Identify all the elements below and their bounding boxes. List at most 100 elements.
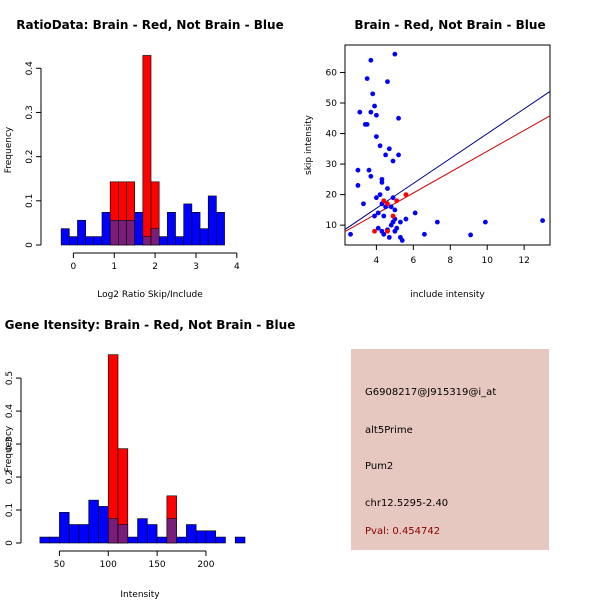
genomic-location: chr12.5295-2.40 bbox=[365, 498, 449, 509]
gene-bar-not-brain bbox=[59, 512, 70, 544]
scatter-y-tick-label: 50 bbox=[326, 99, 338, 109]
ratio-bar-not-brain bbox=[183, 203, 193, 246]
ratio-y-tick-label: 0.1 bbox=[25, 194, 35, 208]
gene-bar-not-brain bbox=[68, 524, 80, 544]
gene-y-tick-label: 0.4 bbox=[5, 404, 15, 419]
gene-y-tick-label: 0.2 bbox=[5, 470, 15, 484]
scatter-point-not-brain bbox=[403, 216, 409, 222]
ratio-bar-not-brain bbox=[207, 195, 217, 246]
scatter-point-not-brain bbox=[386, 146, 392, 152]
scatter-point-not-brain bbox=[373, 195, 379, 201]
scatter-point-not-brain bbox=[388, 222, 394, 228]
ratio-y-tick-label: 0.4 bbox=[25, 61, 35, 76]
scatter-point-not-brain bbox=[388, 204, 394, 210]
scatter-point-brain bbox=[385, 201, 390, 207]
gene-bar-not-brain bbox=[88, 499, 99, 544]
scatter-point-brain bbox=[394, 198, 400, 204]
scatter-point-not-brain bbox=[368, 57, 374, 63]
scatter-point-not-brain bbox=[375, 225, 381, 231]
scatter-point-not-brain bbox=[390, 195, 396, 201]
ratio-bar-not-brain bbox=[134, 212, 144, 246]
scatter-point-not-brain bbox=[434, 219, 440, 225]
ratio-x-tick-label: 0 bbox=[71, 262, 77, 272]
gene-y-tick-label: 0.3 bbox=[5, 437, 15, 451]
scatter-point-not-brain bbox=[386, 234, 392, 240]
gene-bar-not-brain bbox=[39, 536, 50, 544]
ratio-title: RatioData: Brain - Red, Not Brain - Blue bbox=[16, 18, 283, 32]
scatter-point-not-brain bbox=[468, 232, 473, 238]
info-panel: G6908217@J915319@i_at alt5Prime Pum2 chr… bbox=[351, 349, 549, 550]
scatter-point-not-brain bbox=[357, 109, 363, 115]
scatter-point-not-brain bbox=[377, 192, 383, 198]
scatter-point-not-brain bbox=[385, 79, 390, 85]
scatter-point-not-brain bbox=[373, 134, 379, 140]
gene-bar-not-brain bbox=[78, 524, 90, 544]
scatter-point-not-brain bbox=[396, 115, 401, 121]
scatter-point-brain bbox=[381, 198, 387, 204]
scatter-point-not-brain bbox=[385, 186, 390, 191]
scatter-point-not-brain bbox=[377, 143, 383, 149]
scatter-point-not-brain bbox=[398, 219, 403, 225]
ratio-bar-not-brain bbox=[167, 212, 176, 246]
scatter-point-brain bbox=[390, 213, 396, 219]
scatter-frame bbox=[344, 44, 551, 246]
ratio-bar-not-brain bbox=[199, 228, 209, 246]
gene-name: Pum2 bbox=[365, 461, 394, 472]
gene-bar-not-brain bbox=[176, 536, 187, 544]
ratio-x-label: Log2 Ratio Skip/Include bbox=[97, 290, 203, 300]
scatter-point-not-brain bbox=[399, 238, 405, 243]
scatter-point-not-brain bbox=[368, 173, 374, 179]
ratio-y-label: Frequency bbox=[4, 126, 14, 173]
gene-bar-brain bbox=[107, 354, 119, 544]
event-type: alt5Prime bbox=[365, 425, 413, 436]
scatter-y-tick-label: 20 bbox=[326, 191, 338, 201]
scatter-y-tick-label: 60 bbox=[326, 68, 338, 78]
scatter-point-not-brain bbox=[348, 231, 353, 237]
gene-bar-not-brain bbox=[127, 536, 138, 544]
scatter-x-tick-label: 8 bbox=[447, 256, 453, 266]
scatter-y-label: skip intensity bbox=[304, 114, 314, 175]
scatter-point-not-brain bbox=[396, 152, 401, 158]
ratio-bar-not-brain bbox=[191, 212, 201, 246]
scatter-point-not-brain bbox=[375, 210, 381, 216]
scatter-point-not-brain bbox=[370, 91, 376, 97]
gene-bar-overlap bbox=[107, 518, 119, 544]
ratio-bar-not-brain bbox=[69, 236, 78, 246]
ratio-bar-overlap bbox=[118, 219, 127, 246]
ratio-x-tick-label: 2 bbox=[152, 262, 158, 272]
gene-y-tick-label: 0.1 bbox=[5, 503, 15, 517]
scatter-point-not-brain bbox=[392, 51, 398, 57]
gene-bar-not-brain bbox=[98, 506, 109, 544]
ratio-bar-not-brain bbox=[101, 212, 111, 246]
scatter-point-not-brain bbox=[361, 201, 366, 207]
scatter-point-not-brain bbox=[355, 183, 361, 188]
scatter-point-not-brain bbox=[379, 180, 385, 185]
scatter-point-not-brain bbox=[381, 231, 387, 237]
gene-y-tick-label: 0 bbox=[5, 540, 15, 546]
scatter-point-not-brain bbox=[372, 103, 377, 109]
scatter-y-tick-label: 30 bbox=[326, 160, 338, 170]
ratio-bar-overlap bbox=[109, 219, 119, 246]
gene-bar-not-brain bbox=[215, 536, 226, 544]
scatter-point-not-brain bbox=[540, 218, 546, 223]
scatter-point-not-brain bbox=[422, 231, 427, 237]
scatter-y-tick-label: 10 bbox=[326, 221, 338, 231]
gene-x-label: Intensity bbox=[120, 590, 160, 600]
ratio-y-tick-label: 0.2 bbox=[25, 149, 35, 163]
scatter-point-not-brain bbox=[390, 158, 396, 164]
gene-bar-overlap bbox=[166, 518, 177, 544]
gene-bar-not-brain bbox=[205, 530, 216, 544]
scatter-point-not-brain bbox=[366, 167, 372, 173]
gene-y-tick-label: 0.5 bbox=[5, 371, 15, 385]
p-value: Pval: 0.454742 bbox=[365, 526, 441, 537]
scatter-point-not-brain bbox=[364, 76, 370, 81]
ratio-x-tick-label: 1 bbox=[111, 262, 117, 272]
scatter-point-not-brain bbox=[373, 112, 379, 118]
gene-y-label: Frequency bbox=[4, 425, 14, 472]
ratio-bar-not-brain bbox=[77, 219, 86, 246]
scatter-x-tick-label: 4 bbox=[374, 256, 380, 266]
gene-x-tick-label: 150 bbox=[148, 560, 165, 570]
gene-bar-not-brain bbox=[156, 536, 168, 544]
gene-bar-not-brain bbox=[234, 536, 246, 544]
